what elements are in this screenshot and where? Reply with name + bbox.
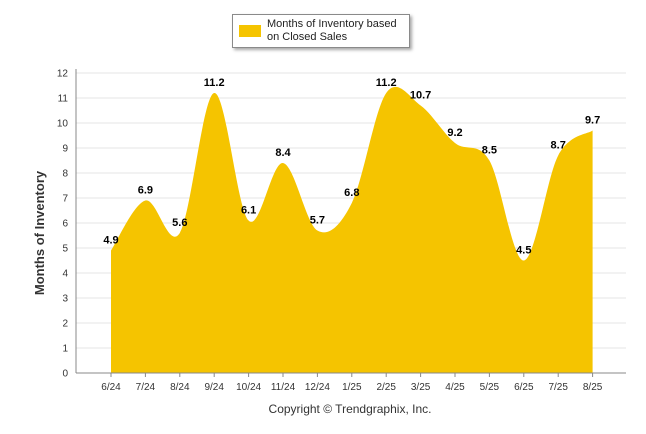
data-label: 6.1	[241, 205, 256, 217]
x-tick-label: 9/24	[204, 382, 224, 393]
y-tick-label: 8	[62, 169, 68, 180]
y-tick-label: 1	[62, 344, 68, 355]
legend-swatch	[239, 25, 261, 37]
copyright-text: Copyright © Trendgraphix, Inc.	[268, 402, 432, 416]
x-tick-label: 8/24	[170, 382, 190, 393]
data-labels: 4.9 6.9 5.6 11.2 6.1 8.4 5.7 6.8 11.2 10.7 9.2 8.5 4…	[103, 77, 600, 257]
x-tick-label: 3/25	[411, 382, 431, 393]
series-area	[111, 86, 593, 374]
y-tick-label: 11	[58, 94, 69, 105]
data-label: 4.9	[103, 235, 118, 247]
y-tick-label: 9	[62, 144, 68, 155]
y-tick-label: 4	[62, 269, 68, 280]
axes	[75, 69, 626, 377]
x-tick-label: 6/24	[101, 382, 121, 393]
x-tick-label: 7/25	[548, 382, 568, 393]
y-tick-label: 0	[62, 369, 68, 380]
x-tick-label: 4/25	[445, 382, 465, 393]
x-tick-label: 8/25	[583, 382, 603, 393]
y-tick-label: 3	[62, 294, 68, 305]
data-label: 8.5	[482, 145, 497, 157]
y-tick-label: 6	[62, 219, 68, 230]
data-label: 11.2	[376, 77, 397, 89]
data-label: 4.5	[516, 245, 531, 257]
x-tick-label: 6/25	[514, 382, 534, 393]
data-label: 8.4	[275, 147, 291, 159]
data-label: 6.8	[344, 187, 359, 199]
data-label: 5.7	[310, 215, 325, 227]
x-tick-label: 1/25	[342, 382, 362, 393]
x-tick-labels: 6/24 7/24 8/24 9/24 10/24 11/24 12/24 1/25 2/25 3…	[101, 382, 603, 393]
data-label: 6.9	[138, 185, 153, 197]
data-label: 5.6	[172, 217, 187, 229]
x-tick-label: 5/25	[480, 382, 500, 393]
area-fill	[111, 86, 593, 374]
y-tick-label: 2	[62, 319, 68, 330]
legend[interactable]: Months of Inventory based on Closed Sale…	[232, 14, 410, 48]
x-tick-label: 12/24	[305, 382, 330, 393]
y-tick-label: 5	[62, 244, 68, 255]
y-tick-label: 10	[57, 119, 69, 130]
legend-label: Months of Inventory based on Closed Sale…	[267, 18, 397, 43]
data-label: 9.7	[585, 115, 600, 127]
data-label: 11.2	[204, 77, 225, 89]
y-tick-label: 12	[57, 69, 69, 80]
y-axis-title: Months of Inventory	[32, 170, 47, 296]
y-tick-label: 7	[62, 194, 68, 205]
x-tick-label: 10/24	[236, 382, 261, 393]
x-tick-label: 11/24	[271, 382, 296, 393]
data-label: 9.2	[447, 127, 462, 139]
x-tick-label: 7/24	[136, 382, 156, 393]
data-label: 10.7	[410, 90, 431, 102]
data-label: 8.7	[551, 140, 566, 152]
x-tick-label: 2/25	[376, 382, 396, 393]
